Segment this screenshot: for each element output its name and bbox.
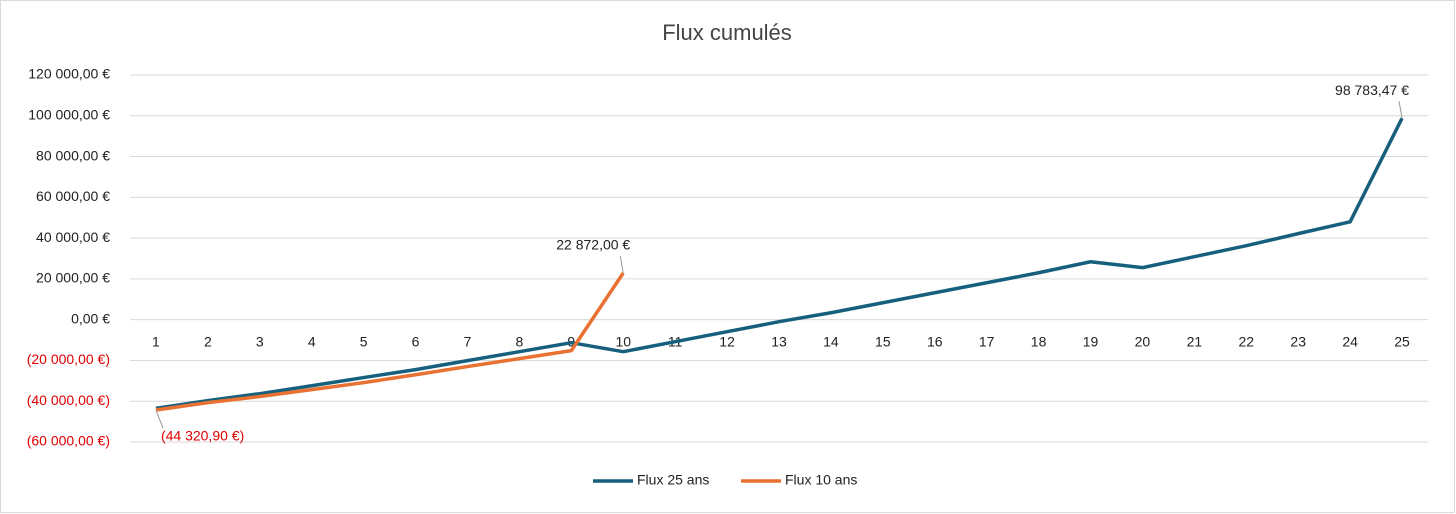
- y-tick-label: 80 000,00 €: [36, 147, 110, 163]
- y-tick-label: 40 000,00 €: [36, 229, 110, 245]
- legend-label: Flux 25 ans: [637, 472, 709, 488]
- x-tick-label: 19: [1083, 333, 1099, 349]
- x-tick-label: 17: [979, 333, 995, 349]
- x-tick-label: 12: [719, 333, 735, 349]
- y-tick-label: 20 000,00 €: [36, 270, 110, 286]
- data-label: (44 320,90 €): [161, 428, 244, 444]
- x-tick-label: 25: [1394, 333, 1410, 349]
- x-tick-label: 21: [1187, 333, 1203, 349]
- y-tick-label: (20 000,00 €): [27, 351, 110, 367]
- x-tick-label: 24: [1342, 333, 1358, 349]
- chart-title: Flux cumulés: [662, 20, 792, 45]
- y-tick-label: 120 000,00 €: [28, 66, 110, 82]
- x-tick-label: 15: [875, 333, 891, 349]
- x-tick-label: 20: [1135, 333, 1151, 349]
- x-tick-label: 14: [823, 333, 839, 349]
- x-tick-label: 13: [771, 333, 787, 349]
- y-tick-label: 60 000,00 €: [36, 188, 110, 204]
- x-tick-label: 18: [1031, 333, 1047, 349]
- leader-line: [619, 255, 624, 274]
- x-tick-label: 5: [360, 333, 368, 349]
- legend-label: Flux 10 ans: [785, 472, 857, 488]
- x-tick-label: 6: [412, 333, 420, 349]
- x-tick-label: 8: [516, 333, 524, 349]
- y-tick-label: (60 000,00 €): [27, 433, 110, 449]
- leader-line: [1398, 101, 1403, 119]
- x-tick-label: 4: [308, 333, 316, 349]
- y-tick-label: (40 000,00 €): [27, 392, 110, 408]
- data-label: 22 872,00 €: [556, 237, 630, 253]
- series-line: [155, 117, 1404, 411]
- x-tick-label: 1: [152, 333, 160, 349]
- x-tick-label: 22: [1238, 333, 1254, 349]
- x-tick-label: 7: [464, 333, 472, 349]
- x-tick-label: 16: [927, 333, 943, 349]
- series-line: [155, 272, 625, 412]
- x-tick-label: 3: [256, 333, 264, 349]
- leader-line: [155, 409, 164, 429]
- y-tick-label: 0,00 €: [71, 310, 110, 326]
- x-tick-label: 2: [204, 333, 212, 349]
- x-tick-label: 23: [1290, 333, 1306, 349]
- x-tick-label: 10: [615, 333, 631, 349]
- y-tick-label: 100 000,00 €: [28, 106, 110, 122]
- data-label: 98 783,47 €: [1335, 82, 1409, 98]
